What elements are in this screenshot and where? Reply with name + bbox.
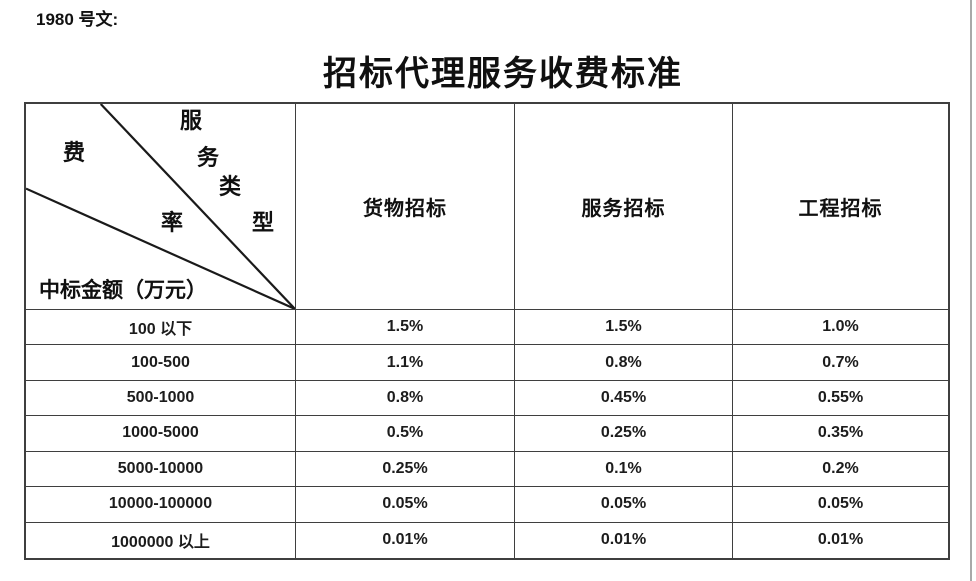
corner-header-cell: 费 率 服 务 类 型 中标金额（万元） <box>26 104 296 310</box>
column-header-works: 工程招标 <box>733 104 948 310</box>
corner-label-service-type-char-4: 型 <box>251 210 275 235</box>
rate-cell: 0.35% <box>733 416 948 452</box>
rate-cell: 1.5% <box>515 310 733 346</box>
rate-cell: 0.05% <box>733 487 948 523</box>
amount-range-cell: 100-500 <box>26 345 296 381</box>
rate-cell: 0.05% <box>515 487 733 523</box>
page-title: 招标代理服务收费标准 <box>323 56 683 93</box>
corner-label-service-type-char-1: 服 <box>179 108 203 133</box>
rate-cell: 1.0% <box>733 310 948 346</box>
rate-cell: 0.55% <box>733 381 948 417</box>
rate-cell: 0.8% <box>296 380 515 417</box>
amount-range-cell: 1000-5000 <box>26 416 296 452</box>
rate-cell: 0.25% <box>515 416 733 452</box>
rate-cell: 0.25% <box>296 451 515 488</box>
page-edge-line <box>970 0 972 581</box>
corner-label-amount: 中标金额（万元） <box>39 278 207 302</box>
amount-range-cell: 5000-10000 <box>26 451 296 488</box>
amount-range-cell: 100 以下 <box>26 310 296 346</box>
diagonal-lines <box>26 104 295 309</box>
rate-cell: 0.1% <box>515 451 733 488</box>
column-header-goods: 货物招标 <box>296 104 515 310</box>
fee-table: 费 率 服 务 类 型 中标金额（万元） 货物招标 服务招标 工程招标 100 … <box>24 102 950 560</box>
column-header-services: 服务招标 <box>515 104 733 310</box>
rate-cell: 1.1% <box>296 345 515 381</box>
rate-cell: 0.8% <box>515 345 733 381</box>
corner-label-service-type-char-3: 类 <box>218 174 242 199</box>
rate-cell: 0.01% <box>515 522 733 558</box>
rate-cell: 1.5% <box>296 310 515 346</box>
doc-ref: 1980 号文: <box>36 10 119 29</box>
corner-label-rate-char-1: 费 <box>62 140 86 165</box>
rate-cell: 0.5% <box>296 416 515 452</box>
rate-cell: 0.05% <box>296 487 515 523</box>
amount-range-cell: 10000-100000 <box>26 487 296 523</box>
corner-label-rate-char-2: 率 <box>160 210 184 235</box>
amount-range-cell: 500-1000 <box>26 380 296 417</box>
rate-cell: 0.7% <box>733 345 948 381</box>
rate-cell: 0.01% <box>817 531 864 549</box>
diagonal-line-upper <box>99 104 295 309</box>
rate-cell: 0.2% <box>733 452 948 488</box>
amount-range-cell: 1000000 以上 <box>26 522 296 558</box>
rate-cell: 0.01% <box>296 522 515 558</box>
corner-label-service-type-char-2: 务 <box>196 145 220 170</box>
rate-cell: 0.45% <box>515 380 733 417</box>
diagonal-line-lower <box>26 187 295 309</box>
